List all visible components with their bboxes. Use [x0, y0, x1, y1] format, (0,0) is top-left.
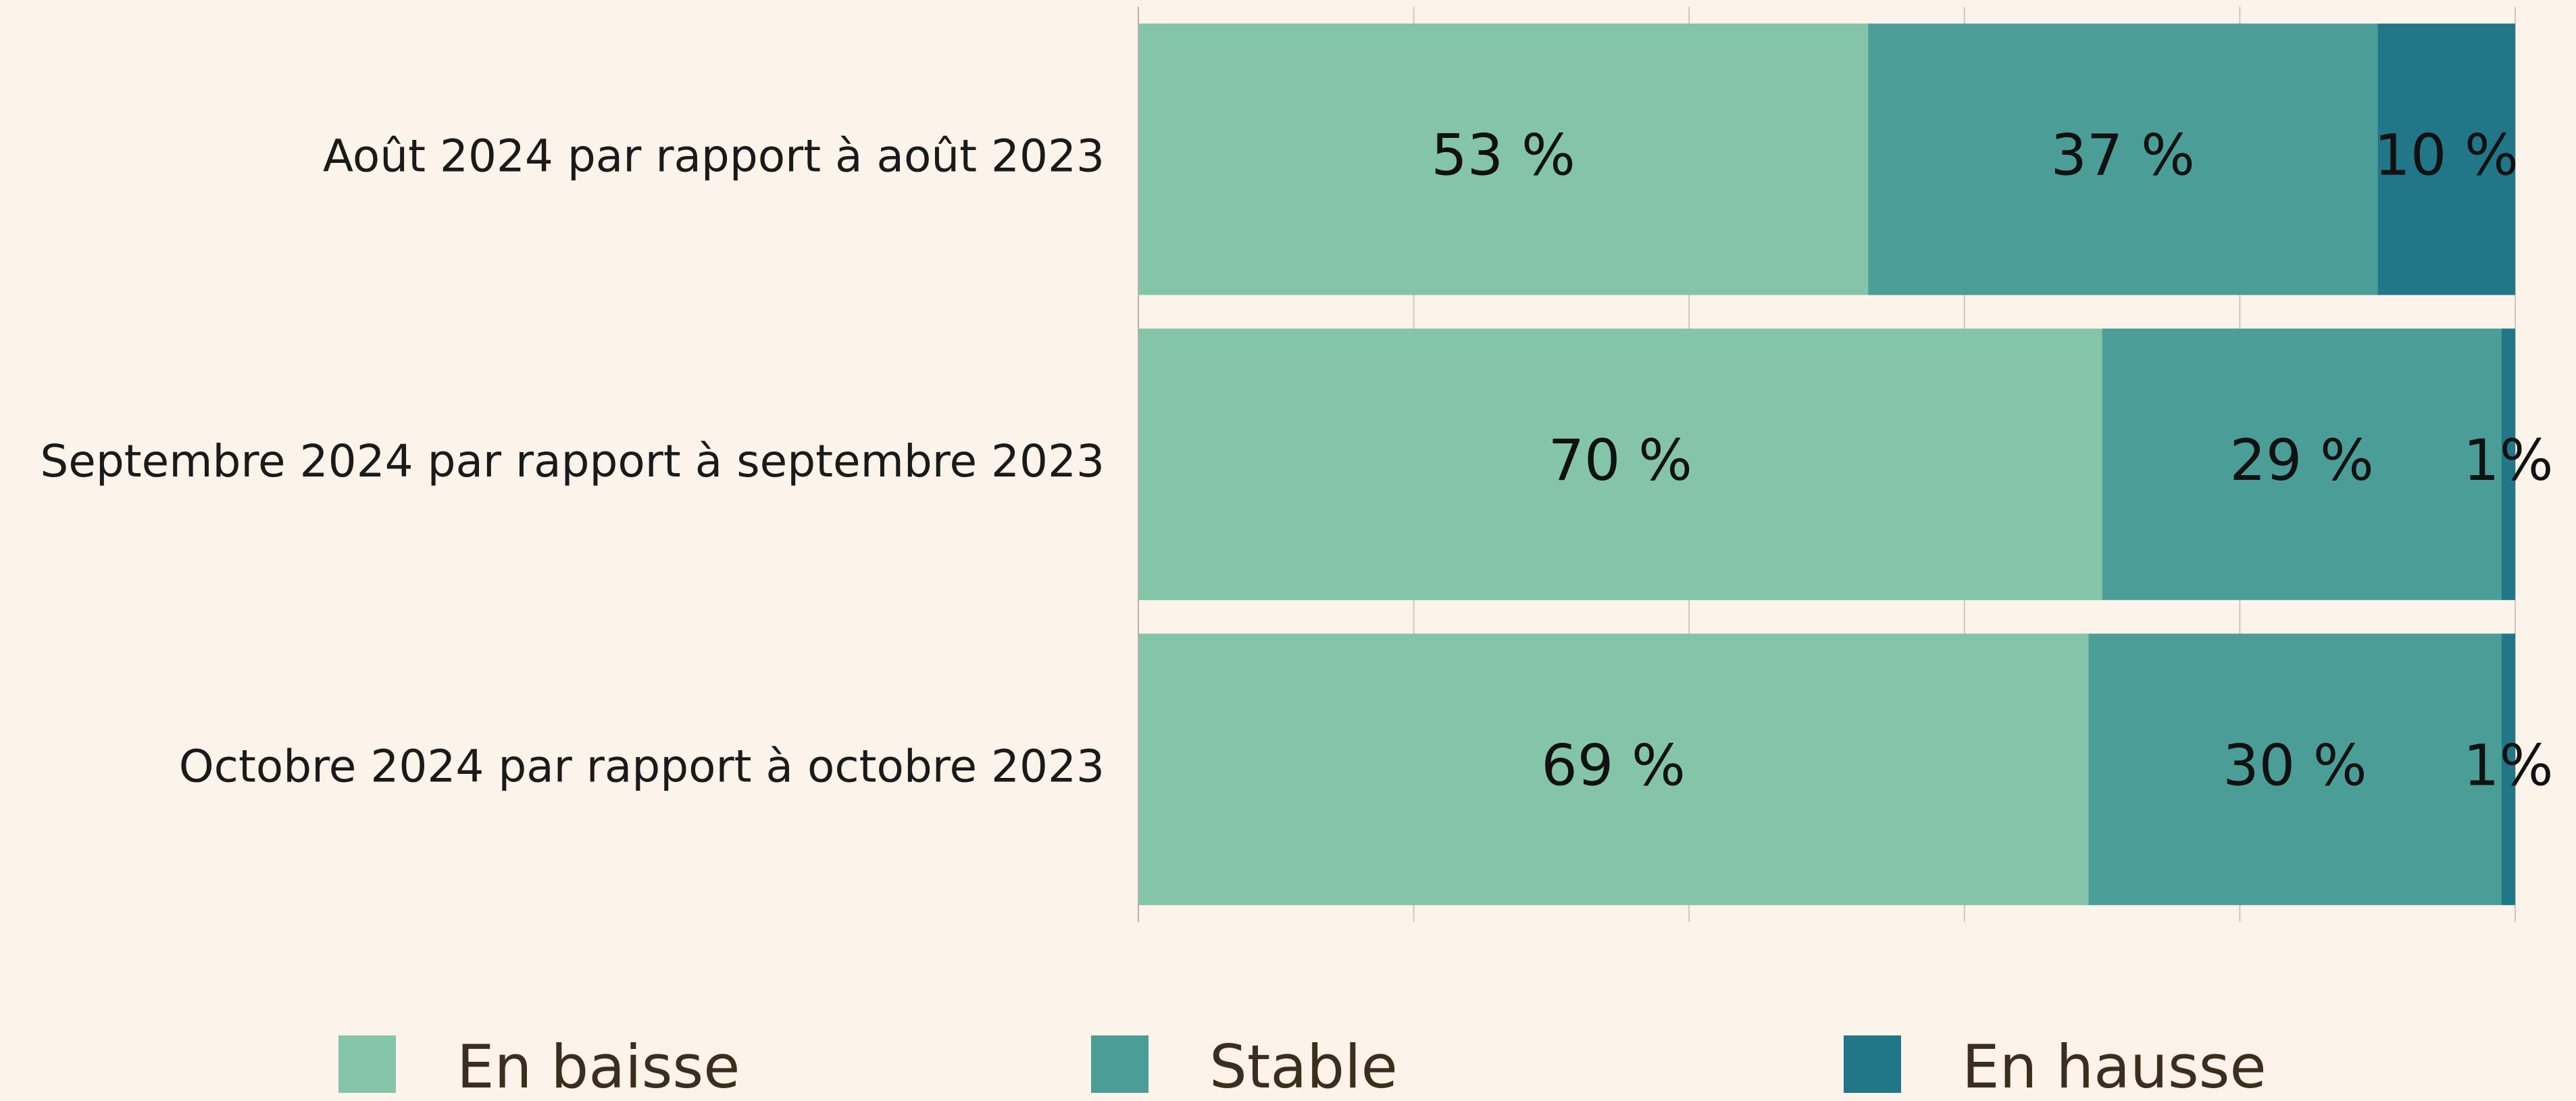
bar-segment — [1868, 23, 2378, 295]
bar-segment — [2088, 633, 2502, 906]
bar-segment — [1138, 23, 1869, 295]
bar-segment — [1138, 328, 2102, 600]
value-label: 69 % — [1541, 732, 1685, 798]
value-label: 1% — [2463, 732, 2553, 798]
legend-label: Stable — [1209, 1032, 1398, 1101]
legend-swatch — [338, 1035, 396, 1093]
legend-label: En hausse — [1962, 1032, 2267, 1101]
legend-swatch — [1844, 1035, 1901, 1093]
value-label: 53 % — [1431, 122, 1575, 189]
bar-segment — [2501, 328, 2515, 600]
bar-segment — [1138, 633, 2089, 906]
value-label: 10 % — [2374, 122, 2518, 189]
value-label: 1% — [2463, 427, 2553, 493]
category-label: Septembre 2024 par rapport à septembre 2… — [40, 435, 1105, 487]
bar-segment — [2501, 633, 2515, 906]
bar-segment — [2377, 23, 2515, 295]
bar-segment — [2102, 328, 2502, 600]
value-label: 37 % — [2050, 122, 2194, 189]
category-label: Octobre 2024 par rapport à octobre 2023 — [179, 740, 1105, 792]
value-label: 70 % — [1548, 427, 1692, 493]
legend-label: En baisse — [457, 1032, 740, 1101]
value-label: 30 % — [2223, 732, 2367, 798]
value-label: 29 % — [2229, 427, 2373, 493]
legend-swatch — [1091, 1035, 1148, 1093]
category-label: Août 2024 par rapport à août 2023 — [323, 130, 1105, 182]
